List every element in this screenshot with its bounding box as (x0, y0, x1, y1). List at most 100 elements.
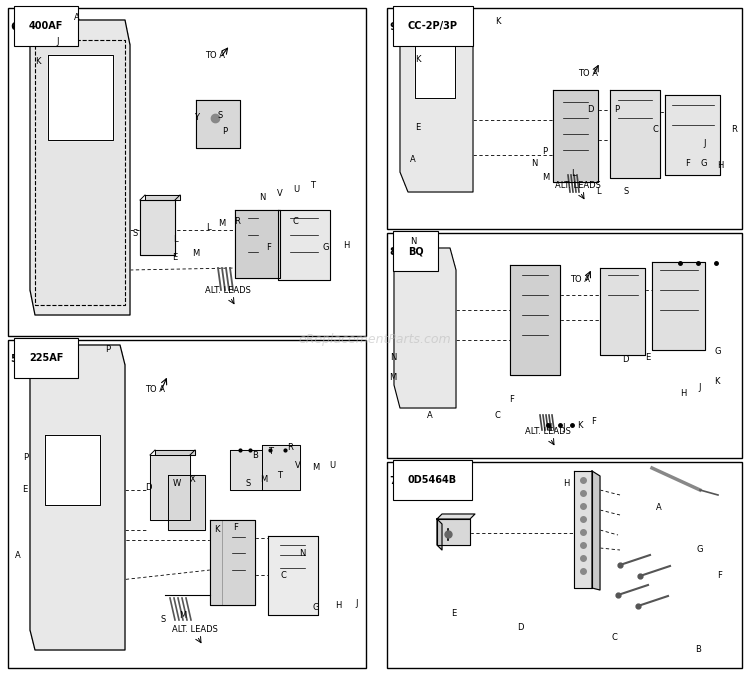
Text: A: A (74, 14, 80, 22)
Text: J: J (57, 37, 59, 46)
Text: 9.): 9.) (389, 22, 406, 32)
Polygon shape (196, 100, 240, 148)
Bar (8, 8, 366, 336)
Text: M: M (389, 373, 397, 382)
Text: H: H (544, 424, 551, 433)
Polygon shape (510, 265, 560, 375)
Text: D: D (622, 356, 628, 365)
Text: H: H (680, 390, 686, 399)
Polygon shape (235, 210, 280, 278)
Text: S: S (217, 111, 223, 120)
Text: M: M (312, 462, 320, 471)
Text: X: X (190, 475, 196, 483)
Text: BQ: BQ (408, 246, 424, 256)
Text: J: J (356, 598, 358, 608)
Text: 0D5464B: 0D5464B (408, 475, 457, 485)
Text: 225AF: 225AF (29, 353, 63, 363)
Text: 7.): 7.) (389, 476, 406, 486)
Text: N: N (531, 158, 537, 168)
Text: V: V (295, 462, 301, 471)
Polygon shape (394, 248, 456, 408)
Text: F: F (266, 244, 272, 253)
Text: 400AF: 400AF (29, 21, 63, 31)
Polygon shape (574, 471, 592, 588)
Text: T: T (278, 471, 283, 479)
Text: TO A: TO A (578, 69, 598, 77)
Text: U: U (329, 460, 335, 469)
Text: R: R (234, 217, 240, 227)
Text: G: G (715, 348, 722, 356)
Polygon shape (400, 18, 473, 192)
Text: R: R (731, 126, 737, 134)
Text: Y: Y (194, 113, 200, 122)
Text: M: M (218, 219, 226, 229)
Text: S: S (245, 479, 250, 488)
Text: P: P (614, 105, 620, 115)
Polygon shape (230, 450, 262, 490)
Polygon shape (30, 20, 130, 315)
Polygon shape (145, 195, 180, 200)
Polygon shape (140, 200, 175, 255)
Text: J: J (704, 139, 706, 147)
Polygon shape (610, 90, 660, 178)
Text: G: G (700, 158, 707, 168)
Text: E: E (172, 253, 178, 263)
Text: 5.): 5.) (10, 354, 27, 364)
Text: J: J (562, 422, 566, 431)
Polygon shape (35, 40, 125, 305)
Text: N: N (390, 354, 396, 363)
Text: T: T (268, 447, 274, 456)
Text: P: P (106, 344, 110, 354)
Text: K: K (214, 526, 220, 534)
Text: C: C (292, 217, 298, 227)
Bar (8, 340, 366, 668)
Text: K: K (578, 422, 583, 430)
Text: N: N (410, 238, 416, 246)
Text: R: R (287, 443, 293, 452)
Text: ALT. LEADS: ALT. LEADS (172, 625, 218, 634)
Text: P: P (542, 147, 548, 156)
Text: CC-2P/3P: CC-2P/3P (408, 21, 458, 31)
Text: 6.): 6.) (10, 22, 27, 32)
Text: F: F (718, 570, 722, 579)
Text: B: B (252, 450, 258, 460)
Text: TO A: TO A (570, 276, 590, 285)
Text: E: E (416, 124, 421, 132)
Text: S: S (132, 230, 138, 238)
Text: N: N (298, 549, 305, 557)
Polygon shape (437, 519, 470, 545)
Polygon shape (210, 520, 255, 605)
Text: F: F (233, 523, 238, 532)
Bar (387, 462, 742, 668)
Text: ALT. LEADS: ALT. LEADS (525, 427, 571, 436)
Text: G: G (313, 604, 320, 612)
Text: K: K (35, 58, 40, 67)
Text: T: T (310, 181, 316, 191)
Text: TO A: TO A (145, 386, 165, 394)
Text: G: G (322, 244, 329, 253)
Text: C: C (280, 572, 286, 581)
Text: G: G (697, 545, 703, 553)
Text: K: K (495, 18, 501, 26)
Polygon shape (262, 445, 300, 490)
Polygon shape (592, 471, 600, 590)
Text: A: A (427, 411, 433, 420)
Polygon shape (168, 475, 205, 530)
Text: U: U (293, 185, 299, 194)
Text: J: J (699, 384, 701, 392)
Bar (387, 233, 742, 458)
Text: F: F (509, 395, 515, 405)
Text: W: W (172, 479, 182, 488)
Text: M: M (260, 475, 268, 483)
Polygon shape (553, 90, 598, 182)
Polygon shape (30, 345, 125, 650)
Text: K: K (714, 378, 720, 386)
Text: H: H (562, 479, 569, 488)
Text: L: L (571, 170, 575, 179)
Text: M: M (542, 172, 550, 181)
Polygon shape (48, 55, 113, 140)
Text: C: C (611, 634, 617, 642)
Text: A: A (410, 155, 416, 164)
Text: L: L (596, 187, 600, 196)
Text: C: C (652, 126, 658, 134)
